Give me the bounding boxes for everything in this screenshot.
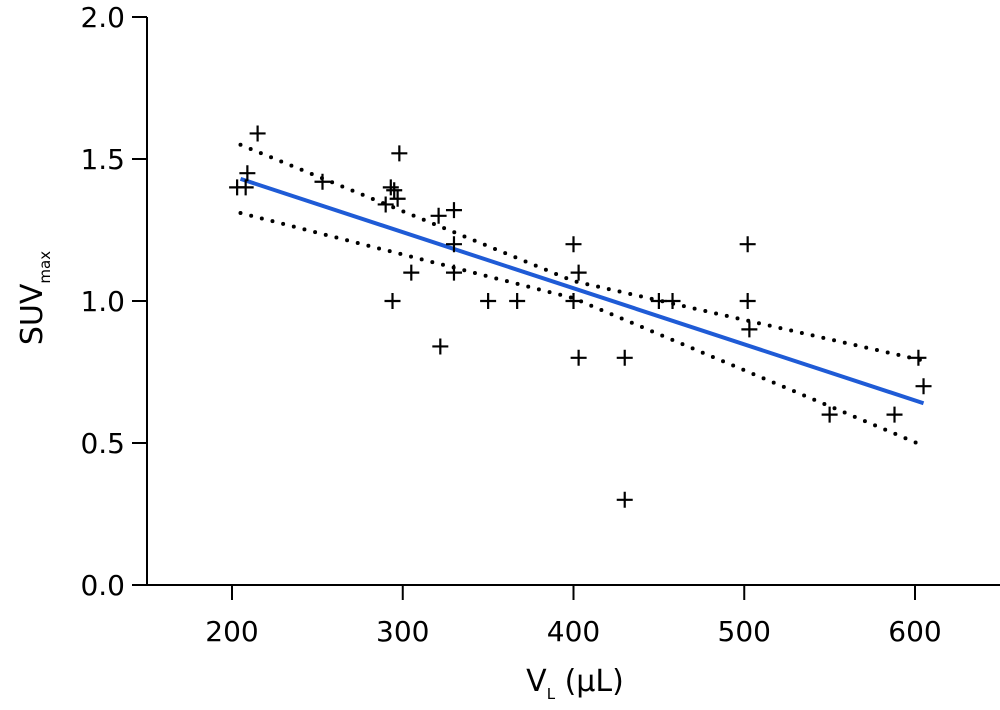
data-point [915,378,932,395]
data-point [386,182,403,199]
data-point [403,264,420,281]
x-axis-title-main: V [526,664,547,699]
data-point [565,236,582,253]
data-point [445,236,462,253]
data-point [480,293,497,309]
data-point [821,406,838,423]
data-point [389,190,406,207]
x-ticks: 200 300 400 500 600 [205,585,942,648]
data-point [570,264,587,281]
data-points [229,125,932,508]
data-point [910,349,927,366]
y-tick-label: 2.0 [80,1,125,34]
x-tick-label: 500 [718,615,771,648]
data-point [314,173,331,190]
data-point [509,293,526,309]
y-tick-label: 0.5 [80,427,125,460]
x-axis-title-subscript: L [547,685,556,703]
y-axis-title: SUVmax [15,251,54,345]
y-axis-title-subscript: max [36,251,54,284]
x-axis-title-unit: (µL) [555,664,624,699]
data-point [430,207,447,224]
data-point [565,293,582,309]
y-tick-label: 1.5 [80,143,125,176]
data-point [445,264,462,281]
x-tick-label: 400 [547,615,600,648]
data-point [239,165,256,182]
confidence-bands [238,142,926,448]
data-point [237,179,254,196]
x-tick-label: 300 [376,615,429,648]
data-point [616,491,633,508]
data-point [432,338,449,355]
data-point [650,293,667,309]
confidence-upper-line [238,142,926,363]
data-point [616,349,633,366]
data-point [391,145,408,162]
confidence-lower-line [238,211,926,448]
y-ticks: 0.0 0.5 1.0 1.5 2.0 [80,1,147,602]
data-point [249,125,266,142]
x-tick-label: 200 [205,615,258,648]
data-point [382,179,399,196]
y-tick-label: 1.0 [80,285,125,318]
x-tick-label: 600 [888,615,941,648]
y-axis-title-main: SUV [15,283,50,345]
data-point [886,406,903,423]
data-point [445,202,462,219]
data-point [739,236,756,253]
x-axis-title: VL (µL) [526,664,624,703]
data-point [741,321,758,338]
data-point [664,293,681,309]
data-point [739,293,756,309]
regression-fit-line [239,176,925,406]
y-tick-label: 0.0 [80,569,125,602]
data-point [384,293,401,309]
data-point [377,196,394,213]
data-point [570,349,587,366]
